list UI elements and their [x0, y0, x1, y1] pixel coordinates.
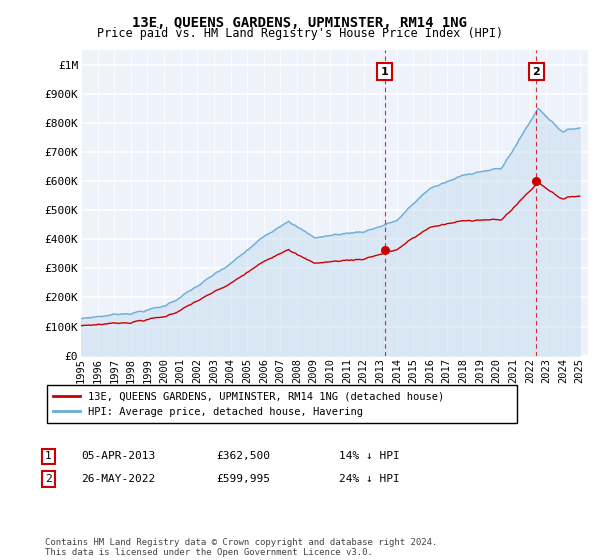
Legend: 13E, QUEENS GARDENS, UPMINSTER, RM14 1NG (detached house), HPI: Average price, d: 13E, QUEENS GARDENS, UPMINSTER, RM14 1NG…: [47, 385, 517, 423]
Point: [380, 246, 389, 255]
Text: 24% ↓ HPI: 24% ↓ HPI: [339, 474, 400, 484]
Text: Price paid vs. HM Land Registry's House Price Index (HPI): Price paid vs. HM Land Registry's House …: [97, 27, 503, 40]
Text: 1: 1: [381, 67, 389, 77]
Text: 2: 2: [45, 474, 52, 484]
Text: £599,995: £599,995: [216, 474, 270, 484]
Text: 14% ↓ HPI: 14% ↓ HPI: [339, 451, 400, 461]
Point: [532, 177, 541, 186]
Text: 1: 1: [45, 451, 52, 461]
Text: Contains HM Land Registry data © Crown copyright and database right 2024.
This d: Contains HM Land Registry data © Crown c…: [45, 538, 437, 557]
Text: 26-MAY-2022: 26-MAY-2022: [81, 474, 155, 484]
Text: 13E, QUEENS GARDENS, UPMINSTER, RM14 1NG: 13E, QUEENS GARDENS, UPMINSTER, RM14 1NG: [133, 16, 467, 30]
Text: 2: 2: [533, 67, 541, 77]
Text: 05-APR-2013: 05-APR-2013: [81, 451, 155, 461]
Text: £362,500: £362,500: [216, 451, 270, 461]
